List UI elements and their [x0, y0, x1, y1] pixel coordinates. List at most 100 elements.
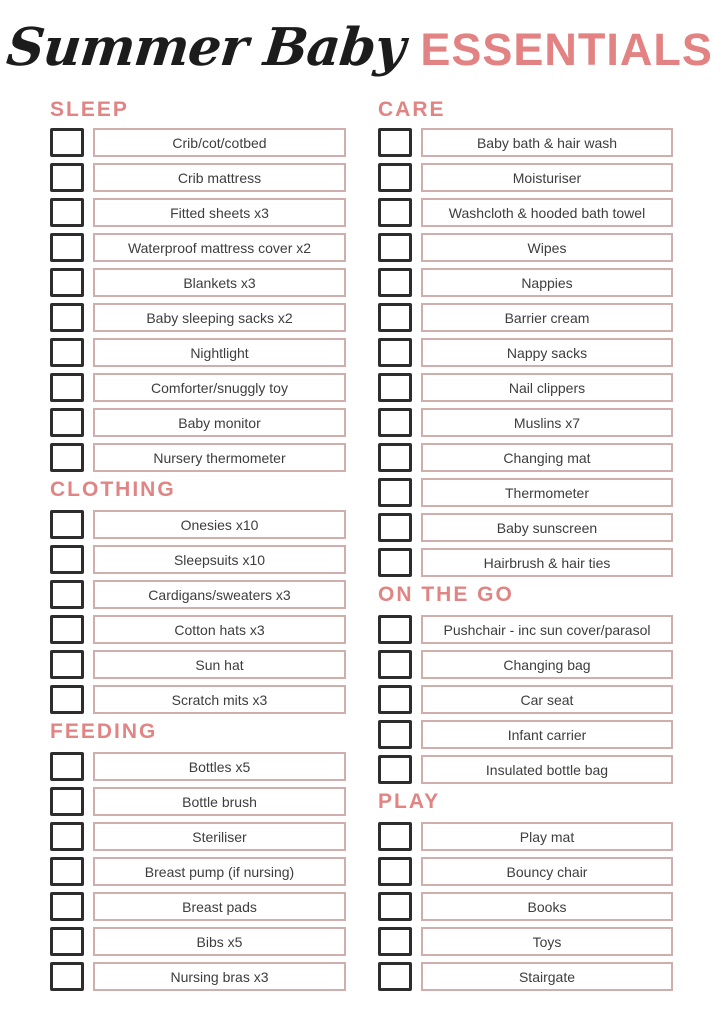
- checklist-row: Pushchair - inc sun cover/parasol: [378, 615, 673, 644]
- checkbox[interactable]: [378, 962, 412, 991]
- checklist-row: Nail clippers: [378, 373, 673, 402]
- item-label: Stairgate: [421, 962, 673, 991]
- item-label: Sleepsuits x10: [93, 545, 346, 574]
- item-label: Crib/cot/cotbed: [93, 128, 346, 157]
- checkbox[interactable]: [378, 755, 412, 784]
- checkbox[interactable]: [378, 198, 412, 227]
- item-label: Nightlight: [93, 338, 346, 367]
- checklist-row: Blankets x3: [50, 268, 346, 297]
- checkbox[interactable]: [378, 478, 412, 507]
- section-play: PLAY Play mat Bouncy chair Books Toys Stairga…: [378, 790, 673, 991]
- checkbox[interactable]: [50, 128, 84, 157]
- checkbox[interactable]: [378, 233, 412, 262]
- checklist-row: Washcloth & hooded bath towel: [378, 198, 673, 227]
- item-label: Cardigans/sweaters x3: [93, 580, 346, 609]
- checkbox[interactable]: [50, 198, 84, 227]
- checkbox[interactable]: [378, 373, 412, 402]
- checkbox[interactable]: [378, 650, 412, 679]
- checklist-row: Infant carrier: [378, 720, 673, 749]
- item-label: Wipes: [421, 233, 673, 262]
- item-label: Crib mattress: [93, 163, 346, 192]
- checkbox[interactable]: [50, 373, 84, 402]
- item-label: Hairbrush & hair ties: [421, 548, 673, 577]
- item-label: Muslins x7: [421, 408, 673, 437]
- checklist-row: Changing mat: [378, 443, 673, 472]
- item-label: Bottle brush: [93, 787, 346, 816]
- checkbox[interactable]: [50, 580, 84, 609]
- section-heading: CLOTHING: [50, 478, 176, 501]
- section-heading: CARE: [378, 98, 446, 121]
- checklist-row: Moisturiser: [378, 163, 673, 192]
- checkbox[interactable]: [50, 962, 84, 991]
- checkbox[interactable]: [378, 163, 412, 192]
- checklist-row: Nightlight: [50, 338, 346, 367]
- checkbox[interactable]: [50, 822, 84, 851]
- checklist-row: Breast pads: [50, 892, 346, 921]
- checkbox[interactable]: [50, 545, 84, 574]
- checkbox[interactable]: [378, 685, 412, 714]
- checkbox[interactable]: [50, 857, 84, 886]
- checkbox[interactable]: [378, 513, 412, 542]
- checkbox[interactable]: [378, 408, 412, 437]
- checkbox[interactable]: [378, 128, 412, 157]
- checkbox[interactable]: [50, 338, 84, 367]
- checkbox[interactable]: [50, 685, 84, 714]
- checkbox[interactable]: [378, 857, 412, 886]
- item-label: Bibs x5: [93, 927, 346, 956]
- item-label: Infant carrier: [421, 720, 673, 749]
- column-right: CARE Baby bath & hair wash Moisturiser Wash…: [378, 98, 673, 997]
- checkbox[interactable]: [378, 822, 412, 851]
- item-label: Nappies: [421, 268, 673, 297]
- checklist-row: Muslins x7: [378, 408, 673, 437]
- checkbox[interactable]: [378, 615, 412, 644]
- item-label: Baby sunscreen: [421, 513, 673, 542]
- checkbox[interactable]: [378, 927, 412, 956]
- item-label: Breast pump (if nursing): [93, 857, 346, 886]
- checklist-row: Crib mattress: [50, 163, 346, 192]
- checkbox[interactable]: [378, 548, 412, 577]
- checklist-row: Nursing bras x3: [50, 962, 346, 991]
- item-label: Breast pads: [93, 892, 346, 921]
- checkbox[interactable]: [378, 338, 412, 367]
- checkbox[interactable]: [378, 720, 412, 749]
- checkbox[interactable]: [50, 615, 84, 644]
- item-label: Fitted sheets x3: [93, 198, 346, 227]
- checkbox[interactable]: [50, 163, 84, 192]
- checkbox[interactable]: [50, 892, 84, 921]
- item-label: Comforter/snuggly toy: [93, 373, 346, 402]
- item-label: Washcloth & hooded bath towel: [421, 198, 673, 227]
- column-left: SLEEP Crib/cot/cotbed Crib mattress Fitted …: [50, 98, 346, 997]
- item-label: Nursery thermometer: [93, 443, 346, 472]
- item-label: Steriliser: [93, 822, 346, 851]
- item-label: Books: [421, 892, 673, 921]
- checkbox[interactable]: [50, 303, 84, 332]
- checkbox[interactable]: [378, 892, 412, 921]
- checklist-row: Wipes: [378, 233, 673, 262]
- checkbox[interactable]: [378, 303, 412, 332]
- checkbox[interactable]: [50, 443, 84, 472]
- checkbox[interactable]: [50, 650, 84, 679]
- checklist-row: Sun hat: [50, 650, 346, 679]
- checkbox[interactable]: [50, 510, 84, 539]
- checkbox[interactable]: [50, 268, 84, 297]
- checklist-row: Breast pump (if nursing): [50, 857, 346, 886]
- item-label: Thermometer: [421, 478, 673, 507]
- item-label: Scratch mits x3: [93, 685, 346, 714]
- item-label: Changing bag: [421, 650, 673, 679]
- checklist-row: Baby bath & hair wash: [378, 128, 673, 157]
- checkbox[interactable]: [50, 927, 84, 956]
- checkbox[interactable]: [50, 752, 84, 781]
- item-label: Nappy sacks: [421, 338, 673, 367]
- item-label: Sun hat: [93, 650, 346, 679]
- checklist-row: Fitted sheets x3: [50, 198, 346, 227]
- checklist-row: Barrier cream: [378, 303, 673, 332]
- checkbox[interactable]: [50, 233, 84, 262]
- checkbox[interactable]: [50, 408, 84, 437]
- page-title: Summer Baby ESSENTIALS: [0, 0, 720, 96]
- checklist-row: Nappy sacks: [378, 338, 673, 367]
- title-script-text: Summer Baby: [3, 17, 408, 78]
- checkbox[interactable]: [378, 268, 412, 297]
- item-label: Cotton hats x3: [93, 615, 346, 644]
- checkbox[interactable]: [50, 787, 84, 816]
- checkbox[interactable]: [378, 443, 412, 472]
